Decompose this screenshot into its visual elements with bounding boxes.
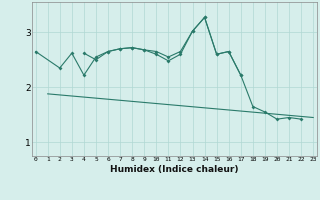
X-axis label: Humidex (Indice chaleur): Humidex (Indice chaleur) [110,165,239,174]
